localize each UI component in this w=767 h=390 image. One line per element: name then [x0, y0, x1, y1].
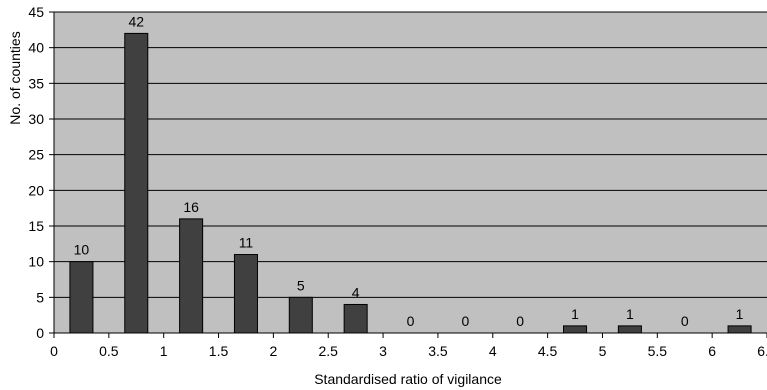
x-tick-label-12: 6 — [708, 343, 716, 359]
y-tick-label-9: 45 — [28, 4, 44, 20]
x-tick-label-10: 5 — [599, 343, 607, 359]
y-axis-label: No. of counties — [7, 31, 23, 124]
y-tick-label-8: 40 — [28, 40, 44, 56]
bar-label-0: 10 — [74, 242, 90, 258]
bar-label-5: 4 — [352, 284, 360, 300]
y-tick-label-6: 30 — [28, 111, 44, 127]
bar-label-10: 1 — [626, 306, 634, 322]
bar-label-9: 1 — [571, 306, 579, 322]
bar-label-3: 11 — [239, 235, 254, 251]
y-tick-label-2: 10 — [28, 254, 44, 270]
x-axis-ticks: 0 0.5 1 1.5 2 2.5 3 3.5 4 4.5 5 5.5 6 6.5 — [50, 333, 767, 359]
y-tick-label-1: 5 — [36, 289, 44, 305]
x-tick-label-7: 3.5 — [428, 343, 448, 359]
bar-12 — [727, 325, 752, 334]
bar-2 — [179, 218, 204, 334]
x-tick-label-2: 1 — [160, 343, 168, 359]
y-axis-ticks: 0 5 10 15 20 25 30 35 40 45 — [28, 4, 54, 341]
x-tick-label-9: 4.5 — [538, 343, 558, 359]
bars — [69, 32, 752, 334]
bar-label-7: 0 — [461, 313, 469, 329]
x-tick-label-1: 0.5 — [99, 343, 119, 359]
x-tick-label-5: 2.5 — [318, 343, 338, 359]
y-tick-label-3: 15 — [28, 218, 44, 234]
bar-label-4: 5 — [297, 277, 305, 293]
bar-3 — [233, 254, 258, 334]
plot-area — [54, 12, 767, 333]
y-tick-label-0: 0 — [36, 325, 44, 341]
y-tick-label-4: 20 — [28, 182, 44, 198]
gridlines — [54, 11, 767, 298]
bar-5 — [343, 303, 368, 334]
bar-10 — [617, 325, 642, 334]
x-tick-label-3: 1.5 — [209, 343, 229, 359]
bar-9 — [563, 325, 588, 334]
y-tick-label-7: 35 — [28, 75, 44, 91]
y-tick-label-5: 25 — [28, 147, 44, 163]
bar-0 — [69, 261, 94, 334]
x-tick-label-4: 2 — [269, 343, 277, 359]
bar-4 — [288, 296, 313, 334]
x-tick-label-11: 5.5 — [648, 343, 668, 359]
bar-1 — [124, 32, 149, 334]
axes — [53, 12, 767, 334]
bar-label-1: 42 — [128, 13, 144, 29]
bar-label-6: 0 — [407, 313, 415, 329]
bar-label-11: 0 — [681, 313, 689, 329]
bar-label-12: 1 — [736, 306, 744, 322]
bar-label-8: 0 — [516, 313, 524, 329]
x-axis-label: Standardised ratio of vigilance — [314, 371, 502, 387]
x-tick-label-8: 4 — [489, 343, 497, 359]
x-tick-label-0: 0 — [50, 343, 58, 359]
x-tick-label-13: 6.5 — [757, 343, 767, 359]
bar-label-2: 16 — [183, 199, 199, 215]
x-tick-label-6: 3 — [379, 343, 387, 359]
